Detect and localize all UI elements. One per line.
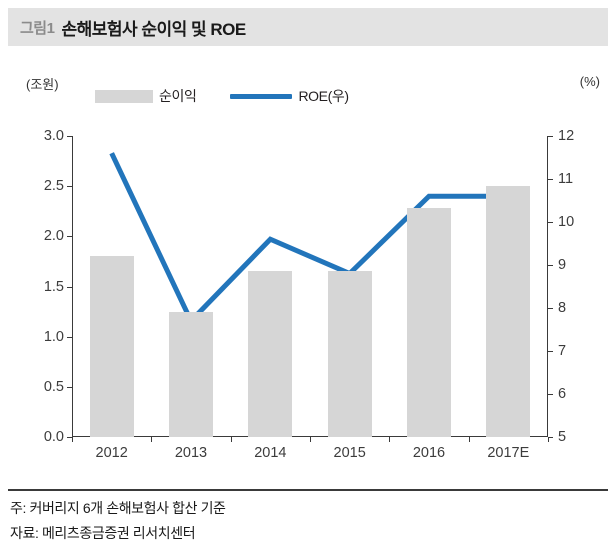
x-axis-line xyxy=(72,436,548,437)
y2-axis-tick-label: 8 xyxy=(558,300,567,316)
chart-legend: 순이익 ROE(우) xyxy=(95,86,375,106)
x-axis-tick xyxy=(548,437,549,442)
y2-axis-tick xyxy=(548,136,553,137)
footer-note: 주: 커버리지 6개 손해보험사 합산 기준 xyxy=(10,500,226,516)
roe-polyline xyxy=(109,152,509,326)
legend-label-netprofit: 순이익 xyxy=(159,88,197,104)
y2-axis-tick-label: 11 xyxy=(558,171,574,187)
roe-line-series xyxy=(109,152,509,326)
y2-axis-tick xyxy=(548,437,553,438)
bar-swatch-icon xyxy=(95,89,153,103)
y-axis-tick xyxy=(67,386,72,388)
legend-item-netprofit: 순이익 xyxy=(95,86,197,106)
left-axis-unit: (조원) xyxy=(26,77,59,92)
y2-axis-tick-label: 9 xyxy=(558,257,567,273)
x-axis-tick xyxy=(230,437,232,442)
right-axis-line xyxy=(547,136,548,437)
y2-axis-tick-label: 7 xyxy=(558,343,567,359)
footer-source: 자료: 메리츠종금증권 리서치센터 xyxy=(10,525,196,541)
x-axis-tick xyxy=(72,437,73,442)
legend-item-roe: ROE(우) xyxy=(230,86,349,106)
plot-area: 0.0 0.5 1.0 1.5 2.0 2.5 3.0 5 6 7 8 9 10 11 12 2012 2013… xyxy=(44,128,574,461)
figure-title-bar: 그림1 손해보험사 순이익 및 ROE xyxy=(8,8,608,46)
y2-axis-tick xyxy=(548,222,553,223)
y-axis-tick xyxy=(67,236,72,238)
y-axis-tick-label: 0.5 xyxy=(43,378,64,395)
y2-axis-tick-label: 6 xyxy=(558,386,567,402)
y-axis-tick-label: 2.0 xyxy=(43,228,64,245)
y2-axis-tick xyxy=(548,179,553,180)
x-axis-tick-label: 2017E xyxy=(487,445,530,461)
y-axis-tick-label: 3.0 xyxy=(43,128,64,144)
y2-axis-tick-label: 12 xyxy=(558,128,575,144)
y-axis-tick xyxy=(67,336,72,338)
right-axis-unit: (%) xyxy=(579,74,600,89)
legend-label-roe: ROE(우) xyxy=(298,88,349,104)
page-title: 손해보험사 순이익 및 ROE xyxy=(61,19,246,39)
y-axis-tick-label: 2.5 xyxy=(43,178,64,195)
y-axis-tick xyxy=(67,286,72,288)
x-axis-tick xyxy=(389,437,391,442)
y-axis-tick-label: 1.5 xyxy=(43,278,64,295)
footer-divider xyxy=(8,489,608,491)
figure-number: 그림1 xyxy=(20,19,55,37)
y2-axis-tick xyxy=(548,394,553,395)
y2-axis-tick xyxy=(548,351,553,352)
y-axis-tick xyxy=(67,186,72,188)
y2-axis-tick xyxy=(548,308,553,309)
x-axis-tick-label: 2013 xyxy=(174,445,208,461)
left-axis-line xyxy=(72,136,73,437)
bar-netprofit xyxy=(407,208,451,437)
bar-netprofit xyxy=(248,271,293,437)
x-axis-tick-label: 2012 xyxy=(95,445,128,461)
x-axis-tick xyxy=(310,437,311,442)
bar-netprofit xyxy=(89,256,134,437)
bar-netprofit xyxy=(169,311,213,437)
x-axis-tick xyxy=(468,437,470,442)
x-axis-tick-label: 2015 xyxy=(333,445,366,461)
x-axis-tick-label: 2014 xyxy=(254,445,287,461)
y-axis-tick-label: 1.0 xyxy=(43,328,64,345)
x-axis-tick-label: 2016 xyxy=(412,445,446,461)
y-axis-tick xyxy=(67,437,72,438)
y-axis-tick xyxy=(67,136,72,137)
y2-axis-tick-label: 10 xyxy=(558,214,575,230)
y-axis-tick-label: 0.0 xyxy=(43,429,64,445)
bar-netprofit xyxy=(327,271,372,437)
bar-netprofit xyxy=(486,186,531,437)
x-axis-tick xyxy=(151,437,153,442)
line-swatch-icon xyxy=(230,93,293,99)
y2-axis-tick xyxy=(548,265,553,266)
y2-axis-tick-label: 5 xyxy=(558,429,567,445)
